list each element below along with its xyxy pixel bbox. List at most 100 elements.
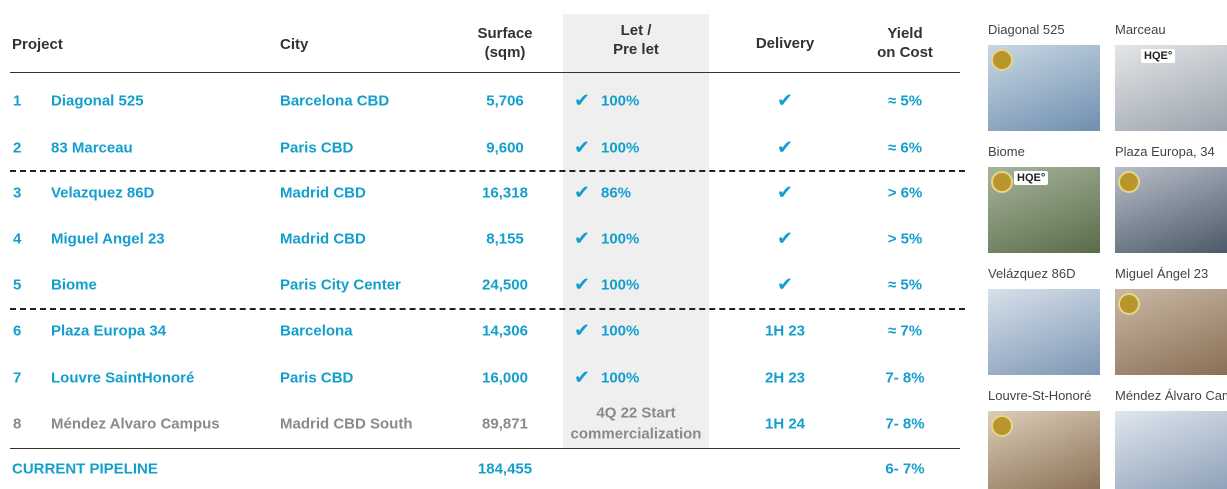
project-photo	[988, 411, 1100, 489]
city: Barcelona CBD	[280, 93, 389, 110]
project-name: Méndez Alvaro Campus	[51, 416, 220, 433]
project-photo	[1115, 167, 1227, 253]
check-mark: ✔	[777, 182, 793, 205]
header-project: Project	[12, 36, 63, 54]
project-photo	[1115, 411, 1227, 489]
row-number: 8	[13, 416, 21, 433]
photo-caption: Louvre-St-Honoré	[988, 388, 1091, 403]
surface: 89,871	[482, 416, 528, 433]
city: Paris City Center	[280, 277, 401, 294]
surface: 16,000	[482, 370, 528, 387]
check-mark: ✔	[777, 137, 793, 160]
project-name: Diagonal 525	[51, 93, 144, 110]
certification-seal	[991, 49, 1013, 71]
project-name: 83 Marceau	[51, 140, 133, 157]
header-city: City	[280, 36, 308, 54]
header-surface: Surface	[477, 25, 532, 43]
header-yield: on Cost	[877, 44, 933, 62]
certification-seal	[991, 415, 1013, 437]
let-note: commercialization	[571, 426, 702, 443]
let-percent: 100%	[601, 93, 639, 110]
city: Madrid CBD	[280, 185, 366, 202]
photo-caption: Méndez Álvaro Campus	[1115, 388, 1227, 403]
total-rule	[10, 448, 960, 449]
let-percent: 100%	[601, 323, 639, 340]
photo-caption: Plaza Europa, 34	[1115, 144, 1215, 159]
certification-seal	[1118, 171, 1140, 193]
row-number: 7	[13, 370, 21, 387]
delivery: 1H 23	[765, 323, 805, 340]
surface: 24,500	[482, 277, 528, 294]
row-number: 4	[13, 231, 21, 248]
yield: 7- 8%	[885, 416, 924, 433]
project-photo	[1115, 289, 1227, 375]
photo-caption: Velázquez 86D	[988, 266, 1075, 281]
let-percent: 100%	[601, 231, 639, 248]
yield: ≈ 6%	[888, 140, 922, 157]
hqe-badge: HQE°	[1141, 49, 1175, 63]
surface: 8,155	[486, 231, 524, 248]
delivery: 1H 24	[765, 416, 805, 433]
surface: 5,706	[486, 93, 524, 110]
row-number: 3	[13, 185, 21, 202]
let-percent: 100%	[601, 370, 639, 387]
yield: ≈ 7%	[888, 323, 922, 340]
row-number: 6	[13, 323, 21, 340]
row-number: 1	[13, 93, 21, 110]
certification-seal	[991, 171, 1013, 193]
header-yield: Yield	[887, 25, 922, 43]
project-name: Velazquez 86D	[51, 185, 154, 202]
header-surface: (sqm)	[485, 44, 526, 62]
city: Paris CBD	[280, 140, 353, 157]
dashed-rule	[10, 170, 965, 172]
total-surface: 184,455	[478, 461, 532, 478]
check-mark: ✔	[574, 228, 590, 251]
let-percent: 100%	[601, 277, 639, 294]
header-rule	[10, 72, 960, 73]
yield: > 6%	[888, 185, 923, 202]
header-let: Let /	[621, 22, 652, 40]
surface: 16,318	[482, 185, 528, 202]
surface: 9,600	[486, 140, 524, 157]
hqe-badge: HQE°	[1014, 171, 1048, 185]
check-mark: ✔	[574, 274, 590, 297]
yield: > 5%	[888, 231, 923, 248]
header-delivery: Delivery	[756, 35, 814, 53]
page: {"table": { "header": {"project": "Proje…	[0, 0, 1227, 488]
city: Barcelona	[280, 323, 353, 340]
check-mark: ✔	[574, 182, 590, 205]
project-name: Plaza Europa 34	[51, 323, 166, 340]
project-name: Biome	[51, 277, 97, 294]
certification-seal	[1118, 293, 1140, 315]
row-number: 5	[13, 277, 21, 294]
photo-caption: Miguel Ángel 23	[1115, 266, 1208, 281]
check-mark: ✔	[777, 228, 793, 251]
let-note: 4Q 22 Start	[596, 405, 675, 422]
project-photo	[988, 45, 1100, 131]
photo-caption: Marceau	[1115, 22, 1166, 37]
total-label: CURRENT PIPELINE	[12, 461, 158, 478]
row-number: 2	[13, 140, 21, 157]
check-mark: ✔	[777, 90, 793, 113]
city: Madrid CBD	[280, 231, 366, 248]
photo-caption: Diagonal 525	[988, 22, 1065, 37]
check-mark: ✔	[777, 274, 793, 297]
header-let: Pre let	[613, 41, 659, 59]
check-mark: ✔	[574, 90, 590, 113]
total-yield: 6- 7%	[885, 461, 924, 478]
let-percent: 100%	[601, 140, 639, 157]
project-name: Louvre SaintHonoré	[51, 370, 194, 387]
surface: 14,306	[482, 323, 528, 340]
yield: ≈ 5%	[888, 277, 922, 294]
let-percent: 86%	[601, 185, 631, 202]
check-mark: ✔	[574, 367, 590, 390]
project-photo: HQE°	[1115, 45, 1227, 131]
project-photo: HQE°	[988, 167, 1100, 253]
city: Madrid CBD South	[280, 416, 413, 433]
yield: ≈ 5%	[888, 93, 922, 110]
dashed-rule	[10, 308, 965, 310]
check-mark: ✔	[574, 320, 590, 343]
delivery: 2H 23	[765, 370, 805, 387]
check-mark: ✔	[574, 137, 590, 160]
yield: 7- 8%	[885, 370, 924, 387]
